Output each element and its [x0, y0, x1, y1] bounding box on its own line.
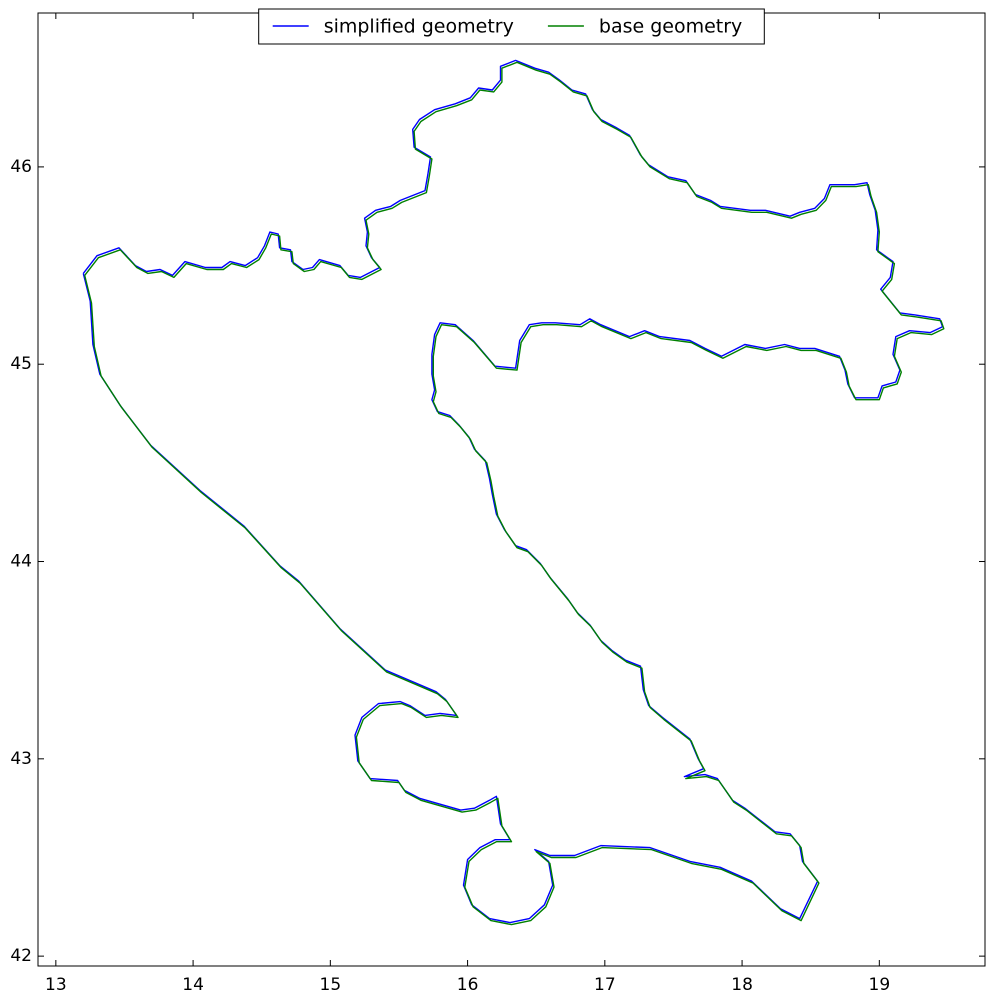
outline-line — [82, 59, 944, 924]
y-tick-label: 46 — [10, 157, 32, 177]
x-tick-label: 15 — [320, 975, 342, 995]
outline-line — [84, 61, 945, 926]
legend: simplified geometry base geometry — [258, 8, 765, 45]
plot-frame — [37, 12, 986, 967]
x-tick-label: 18 — [731, 975, 753, 995]
y-tick-label: 42 — [10, 946, 32, 966]
legend-label: base geometry — [599, 16, 742, 38]
y-tick-label: 44 — [10, 552, 32, 572]
x-tick-label: 19 — [869, 975, 891, 995]
y-tick-label: 43 — [10, 749, 32, 769]
legend-label: simplified geometry — [324, 16, 514, 38]
x-tick-label: 17 — [594, 975, 616, 995]
x-tick-label: 13 — [45, 975, 67, 995]
legend-box — [258, 8, 765, 45]
x-tick-label: 16 — [457, 975, 479, 995]
x-tick-label: 14 — [182, 975, 204, 995]
y-tick-label: 45 — [10, 354, 32, 374]
